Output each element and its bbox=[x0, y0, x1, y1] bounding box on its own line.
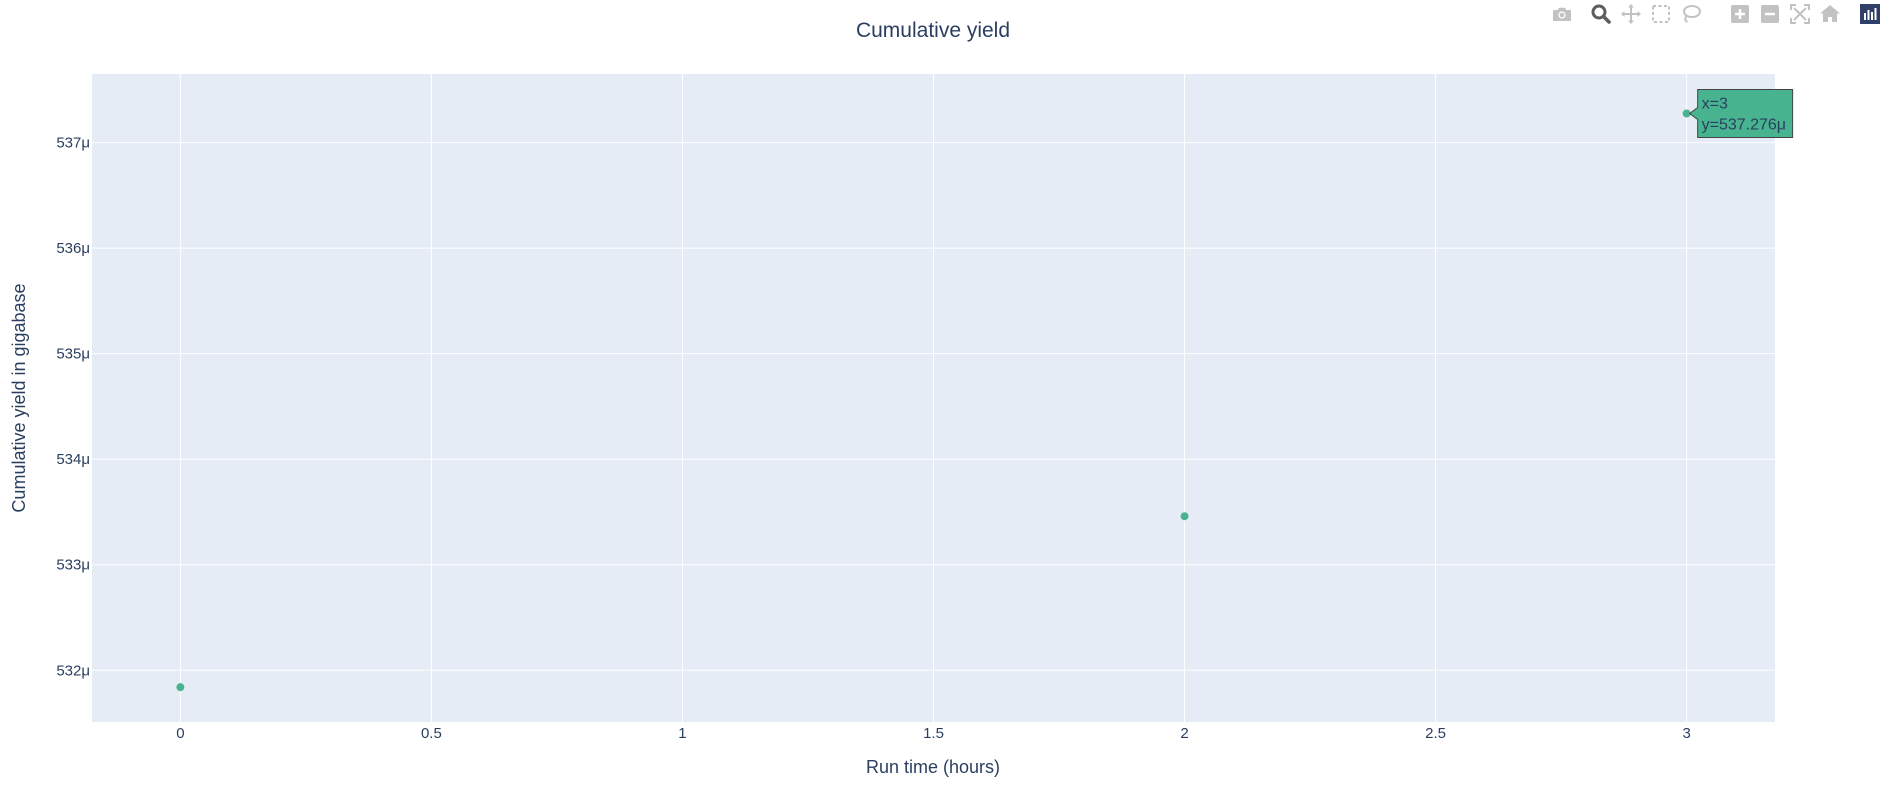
hover-text-x: x=3 bbox=[1702, 95, 1728, 112]
x-axis[interactable]: 0 0.5 1 1.5 2 2.5 3 bbox=[176, 725, 1691, 742]
x-tick-label: 2 bbox=[1180, 725, 1188, 742]
y-tick-label: 534μ bbox=[56, 451, 90, 468]
x-tick-label: 0 bbox=[176, 725, 184, 742]
hover-box bbox=[1688, 88, 1794, 138]
hover-text-y: y=537.276μ bbox=[1702, 116, 1786, 133]
reset-axes-icon[interactable] bbox=[1818, 2, 1842, 26]
box-select-icon[interactable] bbox=[1649, 2, 1673, 26]
lasso-select-icon[interactable] bbox=[1679, 2, 1703, 26]
series-points bbox=[176, 109, 1691, 692]
data-point[interactable] bbox=[1682, 109, 1691, 118]
y-tick-label: 532μ bbox=[56, 662, 90, 679]
chart-title: Cumulative yield bbox=[856, 19, 1010, 42]
y-tick-label: 536μ bbox=[56, 240, 90, 257]
y-axis[interactable]: 532μ 533μ 534μ 535μ 536μ 537μ bbox=[56, 135, 90, 680]
data-point[interactable] bbox=[176, 683, 185, 692]
zoom-in-icon[interactable] bbox=[1728, 2, 1752, 26]
zoom-out-icon[interactable] bbox=[1758, 2, 1782, 26]
x-axis-title: Run time (hours) bbox=[866, 757, 1000, 777]
grid bbox=[92, 74, 1775, 722]
x-tick-label: 0.5 bbox=[421, 725, 442, 742]
hover-label: x=3 y=537.276μ bbox=[1688, 88, 1794, 138]
camera-icon[interactable] bbox=[1550, 2, 1574, 26]
y-tick-label: 537μ bbox=[56, 135, 90, 152]
data-point[interactable] bbox=[1180, 512, 1189, 521]
y-axis-title: Cumulative yield in gigabase bbox=[9, 283, 29, 512]
autoscale-icon[interactable] bbox=[1788, 2, 1812, 26]
y-tick-label: 535μ bbox=[56, 346, 90, 363]
x-tick-label: 1.5 bbox=[923, 725, 944, 742]
pan-icon[interactable] bbox=[1619, 2, 1643, 26]
x-tick-label: 2.5 bbox=[1425, 725, 1446, 742]
y-tick-label: 533μ bbox=[56, 557, 90, 574]
x-tick-label: 3 bbox=[1682, 725, 1690, 742]
x-tick-label: 1 bbox=[678, 725, 686, 742]
plotly-logo-icon[interactable] bbox=[1858, 2, 1882, 26]
zoom-icon[interactable] bbox=[1589, 2, 1613, 26]
